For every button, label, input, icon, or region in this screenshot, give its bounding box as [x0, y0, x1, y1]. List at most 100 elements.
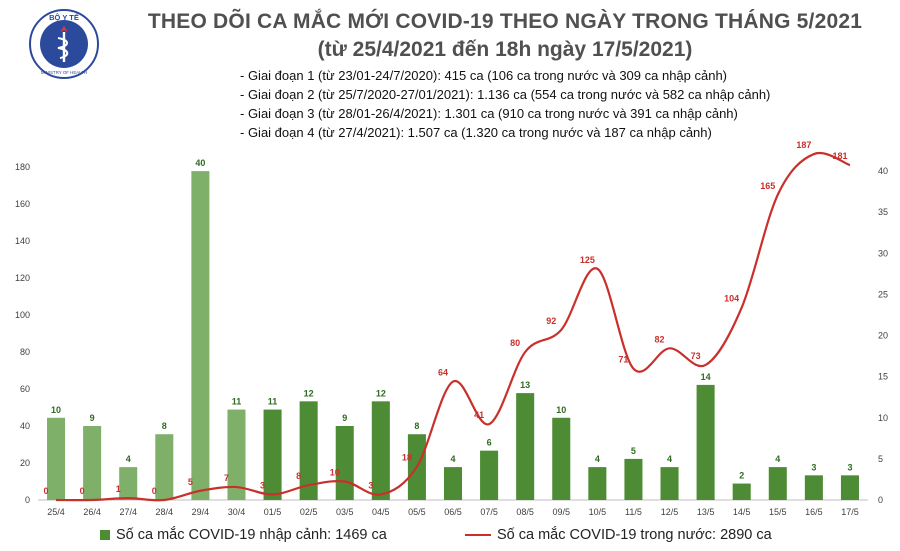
logo-top-text: BỘ Y TẾ — [49, 12, 79, 22]
line-data-label: 0 — [44, 486, 49, 496]
left-axis-tick-label: 40 — [20, 421, 30, 431]
legend-domestic: Số ca mắc COVID-19 trong nước: 2890 ca — [465, 527, 772, 543]
legend-line-swatch — [465, 534, 491, 536]
bar-imported — [804, 475, 823, 500]
right-axis-tick-label: 10 — [878, 413, 888, 423]
bar-data-label: 40 — [195, 158, 205, 168]
line-data-label: 82 — [655, 334, 665, 344]
left-axis-tick-label: 160 — [15, 199, 30, 209]
bar-imported — [480, 450, 499, 500]
line-data-label: 187 — [796, 140, 811, 150]
bar-imported — [588, 467, 607, 500]
bar-imported — [516, 393, 535, 500]
right-axis-tick-label: 0 — [878, 495, 883, 505]
legend-bar-swatch — [100, 530, 110, 540]
chart-legend: Số ca mắc COVID-19 nhập cảnh: 1469 ca Số… — [0, 523, 900, 551]
bar-data-label: 8 — [162, 421, 167, 431]
left-axis-tick-label: 20 — [20, 458, 30, 468]
ministry-of-health-logo: BỘ Y TẾ MINISTRY OF HEALTH — [29, 9, 99, 79]
bar-imported — [696, 384, 715, 500]
bar-imported — [191, 171, 210, 500]
left-axis-tick-label: 140 — [15, 236, 30, 246]
bar-data-label: 14 — [701, 372, 711, 382]
bar-data-label: 4 — [775, 454, 780, 464]
page-subtitle: (từ 25/4/2021 đến 18h ngày 17/5/2021) — [317, 38, 693, 61]
bar-data-label: 8 — [414, 421, 419, 431]
left-axis-tick-label: 60 — [20, 384, 30, 394]
x-axis-tick-label: 25/4 — [47, 507, 65, 517]
phase-note-2: - Giai đoạn 2 (từ 25/7/2020-27/01/2021):… — [240, 87, 771, 102]
covid-cases-chart: 0204060801001201401601800510152025303540… — [15, 140, 888, 517]
bar-data-label: 4 — [667, 454, 672, 464]
bar-imported — [840, 475, 859, 500]
line-data-label: 3 — [368, 480, 373, 490]
x-axis-tick-label: 28/4 — [156, 507, 174, 517]
x-axis-tick-label: 04/5 — [372, 507, 390, 517]
bar-data-label: 13 — [520, 380, 530, 390]
x-axis-tick-label: 02/5 — [300, 507, 318, 517]
x-axis-tick-label: 12/5 — [661, 507, 679, 517]
bar-data-label: 5 — [631, 446, 636, 456]
x-axis-tick-label: 07/5 — [480, 507, 498, 517]
phase-note-1: - Giai đoạn 1 (từ 23/01-24/7/2020): 415 … — [240, 68, 728, 83]
x-axis-tick-label: 16/5 — [805, 507, 823, 517]
right-axis-tick-label: 30 — [878, 248, 888, 258]
line-data-label: 8 — [296, 471, 301, 481]
line-domestic — [56, 151, 851, 502]
bar-imported — [732, 483, 751, 500]
bar-imported — [119, 467, 138, 500]
bar-imported — [83, 426, 102, 500]
x-axis-tick-label: 30/4 — [228, 507, 246, 517]
line-data-label: 71 — [618, 355, 628, 365]
x-axis-tick-label: 06/5 — [444, 507, 462, 517]
bar-data-label: 4 — [595, 454, 600, 464]
page-title: THEO DÕI CA MẮC MỚI COVID-19 THEO NGÀY T… — [147, 10, 863, 33]
x-axis-tick-label: 29/4 — [192, 507, 210, 517]
right-axis-tick-label: 20 — [878, 331, 888, 341]
legend-imported: Số ca mắc COVID-19 nhập cảnh: 1469 ca — [100, 527, 387, 543]
line-data-label: 3 — [260, 480, 265, 490]
left-axis-tick-label: 0 — [25, 495, 30, 505]
logo-bottom-text: MINISTRY OF HEALTH — [41, 70, 87, 75]
x-axis-tick-label: 27/4 — [119, 507, 137, 517]
bar-imported — [552, 417, 571, 500]
bar-data-label: 3 — [847, 462, 852, 472]
line-data-label: 10 — [330, 468, 340, 478]
line-data-label: 125 — [580, 255, 595, 265]
right-axis-tick-label: 40 — [878, 166, 888, 176]
x-axis-tick-label: 01/5 — [264, 507, 282, 517]
line-data-label: 7 — [224, 473, 229, 483]
bar-imported — [443, 467, 463, 500]
x-axis-tick-label: 05/5 — [408, 507, 426, 517]
x-axis-tick-label: 17/5 — [841, 507, 859, 517]
x-axis-tick-label: 10/5 — [589, 507, 607, 517]
bar-imported — [768, 467, 787, 500]
left-axis-tick-label: 180 — [15, 162, 30, 172]
right-axis-tick-label: 25 — [878, 289, 888, 299]
phase-note-3: - Giai đoạn 3 (từ 28/01-26/4/2021): 1.30… — [240, 106, 738, 121]
bar-imported — [335, 426, 354, 500]
phase-note-4: - Giai đoạn 4 (từ 27/4/2021): 1.507 ca (… — [240, 125, 712, 140]
line-data-label: 181 — [832, 151, 847, 161]
right-axis-tick-label: 35 — [878, 207, 888, 217]
bar-imported — [263, 409, 282, 500]
line-data-label: 73 — [691, 351, 701, 361]
phase-notes: - Giai đoạn 1 (từ 23/01-24/7/2020): 415 … — [240, 66, 770, 142]
bar-imported — [227, 409, 246, 500]
line-data-label: 5 — [188, 477, 193, 487]
line-data-label: 92 — [546, 316, 556, 326]
bar-imported — [660, 467, 679, 500]
bar-data-label: 3 — [811, 462, 816, 472]
bar-data-label: 9 — [342, 413, 347, 423]
line-data-label: 0 — [152, 486, 157, 496]
bar-imported — [299, 401, 318, 500]
bar-data-label: 2 — [739, 471, 744, 481]
x-axis-tick-label: 13/5 — [697, 507, 715, 517]
line-data-label: 80 — [510, 338, 520, 348]
x-axis-tick-label: 08/5 — [516, 507, 534, 517]
bar-data-label: 6 — [487, 438, 492, 448]
left-axis-tick-label: 100 — [15, 310, 30, 320]
bar-imported — [155, 434, 174, 500]
bar-data-label: 12 — [376, 388, 386, 398]
line-data-label: 104 — [724, 294, 739, 304]
